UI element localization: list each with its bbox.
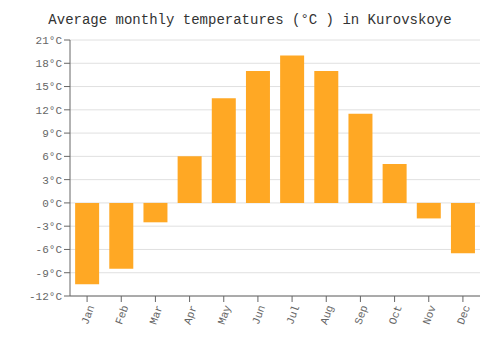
svg-text:12°C: 12°C: [36, 105, 63, 117]
svg-text:May: May: [216, 303, 234, 326]
svg-text:18°C: 18°C: [36, 58, 63, 70]
svg-text:Apr: Apr: [182, 304, 200, 327]
svg-text:Jul: Jul: [284, 304, 302, 327]
svg-text:0°C: 0°C: [42, 198, 62, 210]
svg-text:Nov: Nov: [421, 303, 439, 326]
svg-text:-9°C: -9°C: [36, 268, 63, 280]
svg-text:-6°C: -6°C: [36, 244, 63, 256]
svg-text:Feb: Feb: [113, 304, 131, 327]
html-text:Average monthly temperatures (: Average monthly temperatures (°C ) in Ku…: [48, 12, 452, 28]
svg-text:Sep: Sep: [353, 304, 371, 327]
svg-text:15°C: 15°C: [36, 81, 63, 93]
svg-text:Oct: Oct: [387, 304, 405, 327]
svg-text:6°C: 6°C: [42, 151, 62, 163]
svg-text:Mar: Mar: [148, 304, 166, 327]
svg-text:Jun: Jun: [250, 304, 268, 327]
svg-text:3°C: 3°C: [42, 175, 62, 187]
svg-text:9°C: 9°C: [42, 128, 62, 140]
svg-text:21°C: 21°C: [36, 35, 63, 47]
svg-text:-12°C: -12°C: [29, 291, 62, 303]
svg-text:Jan: Jan: [79, 304, 97, 327]
svg-text:-3°C: -3°C: [36, 221, 63, 233]
svg-text:Aug: Aug: [318, 304, 336, 327]
svg-text:Dec: Dec: [455, 304, 473, 327]
